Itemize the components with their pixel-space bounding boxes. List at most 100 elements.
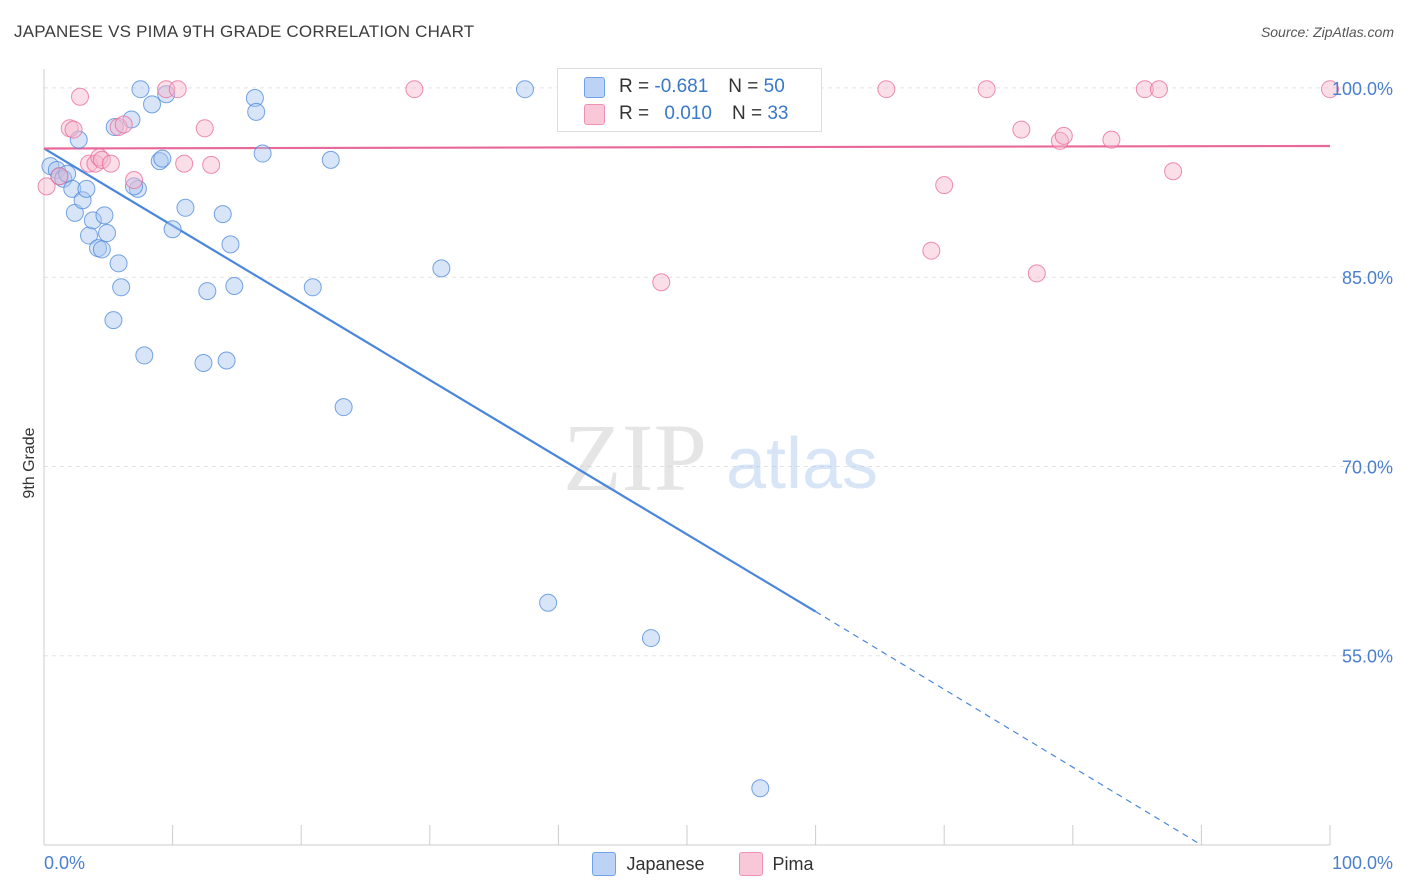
legend-item-japanese[interactable]: Japanese <box>592 852 705 876</box>
point-japanese <box>225 277 244 296</box>
point-japanese <box>432 259 451 278</box>
gridlines <box>44 87 1390 657</box>
point-pima <box>1149 80 1168 99</box>
point-pima <box>1164 162 1183 181</box>
point-pima <box>175 154 194 173</box>
n-value: 50 <box>763 76 785 97</box>
point-japanese <box>198 282 217 301</box>
point-pima <box>92 150 111 169</box>
point-japanese <box>245 89 264 108</box>
point-pima <box>90 148 109 167</box>
point-pima <box>1102 130 1121 149</box>
point-japanese <box>83 211 102 230</box>
point-pima <box>877 80 896 99</box>
trend-line-pima <box>43 144 1331 150</box>
r-value: -0.681 <box>654 76 709 97</box>
chart-title: JAPANESE VS PIMA 9TH GRADE CORRELATION C… <box>14 22 475 41</box>
point-pima <box>64 120 83 139</box>
point-japanese <box>109 254 128 273</box>
x-tick-label: 0.0% <box>44 853 85 873</box>
point-pima <box>1321 80 1339 99</box>
point-japanese <box>539 593 558 612</box>
point-japanese <box>95 206 114 225</box>
watermark-zip: ZIP <box>563 404 707 511</box>
point-japanese <box>135 346 154 365</box>
point-pima <box>935 176 954 195</box>
x-tick-label: 100.0% <box>1332 853 1393 873</box>
y-tick-label: 85.0% <box>1342 268 1393 288</box>
point-japanese <box>80 226 99 245</box>
y-tick-label: 100.0% <box>1332 79 1393 99</box>
point-japanese <box>221 235 240 254</box>
legend-swatch-pima <box>738 852 763 876</box>
point-pima <box>1027 264 1046 283</box>
point-japanese <box>92 240 111 259</box>
stats-row-japanese: R = -0.681 N = 50 <box>584 74 785 100</box>
point-japanese <box>641 629 660 648</box>
point-japanese <box>98 224 117 243</box>
point-pima <box>652 273 671 292</box>
point-japanese <box>176 198 195 217</box>
point-pima <box>405 80 424 99</box>
r-value: 0.010 <box>664 103 712 124</box>
point-pima <box>71 87 90 106</box>
point-japanese <box>321 150 340 169</box>
stats-swatch-japanese <box>584 76 605 98</box>
point-pima <box>977 80 996 99</box>
trend-extension-japanese <box>815 611 1202 846</box>
trend-line-japanese <box>43 147 817 613</box>
stats-row-pima: R = 0.010 N = 33 <box>584 101 788 127</box>
point-japanese <box>104 311 123 330</box>
point-pima <box>168 80 187 99</box>
r-label: R = <box>619 103 650 124</box>
point-japanese <box>247 102 266 121</box>
legend-label-japanese: Japanese <box>626 853 705 874</box>
data-points <box>37 80 1339 798</box>
stats-box: R = -0.681 N = 50 R = 0.010 N = 33 <box>557 68 822 132</box>
legend-item-pima[interactable]: Pima <box>738 852 814 876</box>
point-japanese <box>163 220 182 239</box>
point-pima <box>37 177 56 196</box>
source-label: Source: ZipAtlas.com <box>1260 24 1394 40</box>
y-axis-label: 9th Grade <box>21 427 38 498</box>
legend-swatch-japanese <box>592 852 617 876</box>
point-pima <box>114 115 133 134</box>
y-tick-label: 70.0% <box>1342 457 1393 477</box>
series-japanese <box>41 80 770 798</box>
point-japanese <box>515 80 534 99</box>
point-japanese <box>194 353 213 372</box>
point-pima <box>1012 120 1031 139</box>
series-pima <box>37 80 1339 292</box>
point-japanese <box>73 191 92 210</box>
legend: Japanese Pima <box>0 852 1406 876</box>
point-japanese <box>112 278 131 297</box>
point-pima <box>922 241 941 260</box>
point-japanese <box>143 95 162 114</box>
stats-swatch-pima <box>584 103 605 125</box>
point-japanese <box>213 205 232 224</box>
point-pima <box>125 171 144 190</box>
axes <box>43 69 1331 846</box>
y-tick-label: 55.0% <box>1342 647 1393 667</box>
point-japanese <box>303 278 322 297</box>
point-pima <box>50 167 69 186</box>
point-pima <box>195 119 214 138</box>
point-japanese <box>751 779 770 798</box>
watermark: ZIP atlas <box>563 404 878 511</box>
point-japanese <box>77 179 96 198</box>
point-japanese <box>217 351 236 370</box>
point-pima <box>101 154 120 173</box>
point-pima <box>1135 80 1154 99</box>
point-japanese <box>131 80 150 99</box>
point-japanese <box>157 85 176 104</box>
trend-lines <box>43 144 1331 846</box>
point-pima <box>1054 126 1073 145</box>
point-pima <box>109 118 128 137</box>
point-pima <box>202 155 221 174</box>
n-label: N = <box>731 103 763 124</box>
legend-label-pima: Pima <box>772 853 814 874</box>
r-label: R = <box>619 76 650 97</box>
point-japanese <box>153 149 172 168</box>
tick-labels: 100.0% 85.0% 70.0% 55.0% 0.0% 100.0% <box>44 79 1393 873</box>
